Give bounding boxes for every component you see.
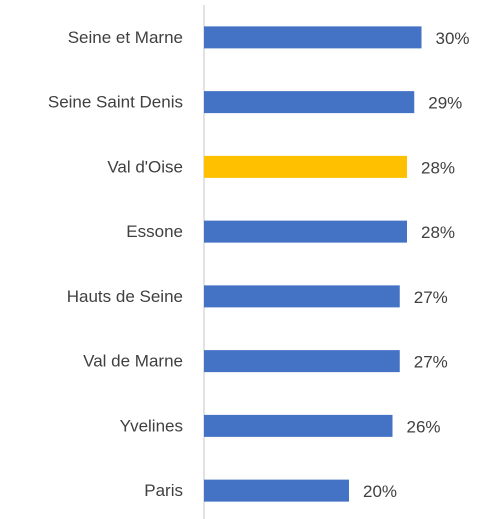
bar	[204, 414, 393, 437]
category-label: Hauts de Seine	[67, 287, 183, 306]
value-label: 28%	[421, 223, 455, 242]
bar	[204, 155, 407, 178]
value-label: 27%	[414, 288, 448, 307]
category-label: Essone	[126, 222, 183, 241]
value-label: 20%	[363, 482, 397, 501]
bar	[204, 479, 349, 502]
value-label: 27%	[414, 353, 448, 372]
category-label: Yvelines	[120, 416, 183, 435]
bar	[204, 285, 400, 308]
value-label: 30%	[436, 29, 470, 48]
category-label: Val de Marne	[83, 352, 183, 371]
category-label: Seine et Marne	[68, 28, 183, 47]
value-label: 29%	[428, 94, 462, 113]
value-label: 26%	[407, 417, 441, 436]
bar	[204, 220, 407, 243]
category-label: Val d'Oise	[107, 157, 183, 176]
category-label: Seine Saint Denis	[48, 93, 183, 112]
category-label: Paris	[144, 481, 183, 500]
bar	[204, 350, 400, 373]
value-label: 28%	[421, 158, 455, 177]
bar	[204, 26, 422, 49]
bar	[204, 91, 415, 114]
